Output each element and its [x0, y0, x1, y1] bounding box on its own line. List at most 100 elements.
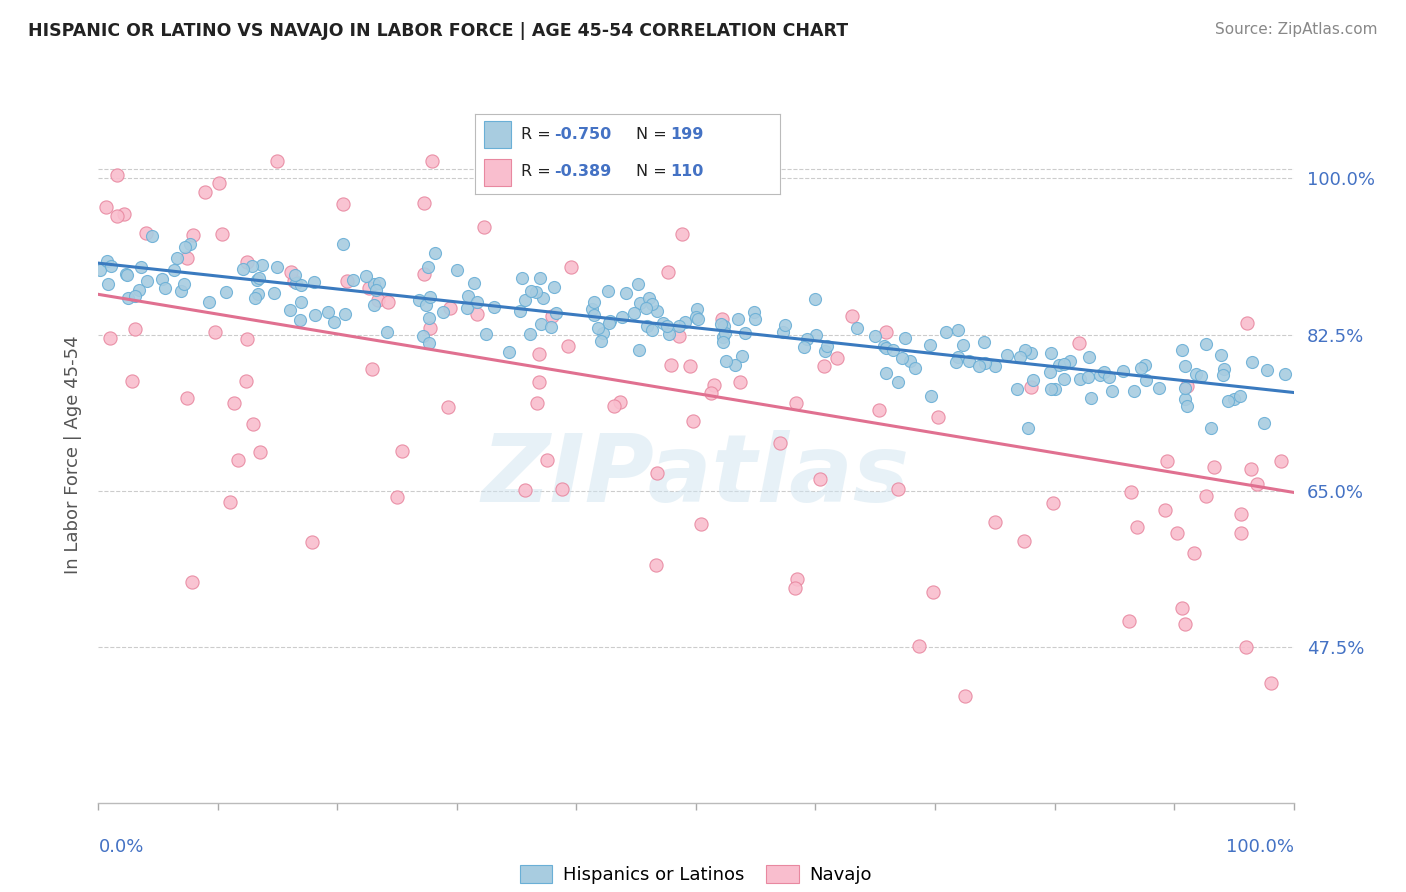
Point: [875, 325, 897, 339]
Point: [513, 483, 536, 497]
Point: [873, 339, 896, 353]
Point: [121, 374, 143, 388]
Point: [785, 396, 807, 410]
Point: [1019, 346, 1042, 360]
Point: [891, 351, 914, 365]
Point: [1189, 368, 1212, 383]
Point: [1182, 546, 1205, 560]
Point: [342, 273, 364, 287]
Point: [953, 689, 976, 703]
Point: [657, 265, 679, 279]
Point: [333, 307, 356, 321]
Point: [804, 292, 827, 306]
Point: [1080, 391, 1102, 405]
Point: [710, 317, 733, 331]
Point: [194, 185, 217, 199]
Point: [583, 295, 606, 310]
Point: [711, 312, 734, 326]
Point: [377, 295, 399, 310]
Point: [1077, 350, 1099, 364]
Point: [920, 338, 942, 352]
Point: [1201, 421, 1223, 435]
Point: [627, 343, 650, 358]
Point: [946, 323, 969, 337]
Point: [1213, 361, 1236, 376]
Point: [673, 315, 696, 329]
Point: [246, 286, 269, 301]
Point: [1130, 361, 1153, 376]
Point: [599, 314, 621, 328]
Point: [283, 275, 305, 289]
Point: [302, 275, 325, 289]
Point: [1111, 364, 1133, 378]
Point: [96, 254, 118, 268]
Point: [688, 312, 710, 326]
Point: [813, 359, 835, 374]
Point: [638, 291, 661, 305]
Point: [266, 154, 288, 169]
Point: [288, 313, 311, 327]
Point: [540, 309, 562, 323]
Point: [94, 200, 117, 214]
Point: [636, 301, 658, 316]
Point: [882, 343, 904, 358]
Point: [775, 318, 797, 333]
Point: [515, 293, 537, 307]
Point: [586, 321, 609, 335]
Point: [1077, 369, 1099, 384]
Point: [361, 362, 384, 376]
Point: [1260, 675, 1282, 690]
Point: [284, 268, 307, 282]
Point: [1039, 382, 1062, 396]
Point: [1246, 476, 1268, 491]
Point: [153, 280, 176, 294]
Point: [420, 153, 443, 168]
Point: [581, 301, 603, 316]
Point: [218, 495, 240, 509]
Point: [1229, 526, 1251, 541]
Point: [419, 321, 441, 335]
Point: [457, 289, 479, 303]
Point: [304, 309, 326, 323]
Point: [412, 267, 434, 281]
Point: [418, 260, 440, 275]
Point: [1170, 343, 1192, 357]
Point: [408, 293, 430, 307]
Point: [524, 285, 547, 300]
Point: [814, 344, 837, 359]
Point: [641, 323, 664, 337]
Point: [166, 252, 188, 266]
Point: [815, 339, 838, 353]
Point: [226, 453, 249, 467]
Point: [336, 274, 359, 288]
Point: [1270, 454, 1292, 468]
Point: [232, 261, 254, 276]
Point: [375, 325, 398, 339]
Point: [887, 376, 910, 390]
Point: [150, 272, 173, 286]
Point: [391, 443, 413, 458]
Point: [115, 268, 138, 282]
Point: [1059, 353, 1081, 368]
Point: [974, 356, 997, 370]
Point: [263, 286, 285, 301]
Point: [215, 285, 238, 299]
Point: [655, 318, 678, 333]
Point: [946, 351, 969, 365]
Point: [1256, 363, 1278, 377]
Point: [266, 260, 288, 275]
Point: [249, 444, 271, 458]
Point: [1053, 372, 1076, 386]
Point: [242, 417, 264, 432]
Point: [1174, 381, 1197, 395]
Point: [1212, 368, 1234, 382]
Point: [363, 277, 385, 291]
Text: HISPANIC OR LATINO VS NAVAJO IN LABOR FORCE | AGE 45-54 CORRELATION CHART: HISPANIC OR LATINO VS NAVAJO IN LABOR FO…: [28, 22, 848, 40]
Point: [1171, 601, 1194, 615]
Point: [124, 289, 146, 303]
Point: [668, 329, 690, 343]
Point: [278, 303, 301, 318]
Point: [235, 374, 257, 388]
Point: [592, 326, 614, 340]
Point: [690, 516, 713, 531]
